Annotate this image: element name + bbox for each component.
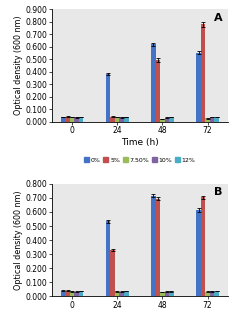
X-axis label: Time (h): Time (h) — [121, 138, 159, 147]
Bar — [214, 291, 219, 296]
Bar — [205, 119, 210, 122]
Y-axis label: Optical density (600 nm): Optical density (600 nm) — [14, 190, 23, 290]
Bar — [160, 119, 165, 122]
Bar — [169, 117, 174, 122]
Bar — [79, 291, 83, 296]
Bar — [70, 291, 74, 296]
Bar — [74, 117, 79, 122]
Bar — [156, 199, 160, 296]
Bar — [201, 24, 205, 122]
Bar — [106, 221, 110, 296]
Bar — [124, 291, 129, 296]
Bar — [124, 117, 129, 122]
Bar — [165, 118, 169, 122]
Bar — [151, 196, 156, 296]
Bar — [214, 117, 219, 122]
Bar — [160, 292, 165, 296]
Bar — [119, 117, 124, 122]
Bar — [169, 291, 174, 296]
Bar — [70, 117, 74, 122]
Bar — [79, 117, 83, 122]
Bar — [115, 291, 119, 296]
Bar — [61, 117, 65, 122]
Bar — [165, 292, 169, 296]
Bar — [74, 292, 79, 296]
Text: A: A — [214, 13, 223, 23]
Bar — [201, 197, 205, 296]
Bar — [210, 291, 214, 296]
Bar — [156, 60, 160, 122]
Bar — [119, 292, 124, 296]
Legend: 0%, 5%, 7.50%, 10%, 12%: 0%, 5%, 7.50%, 10%, 12% — [83, 157, 196, 163]
Bar — [205, 292, 210, 296]
Bar — [106, 74, 110, 122]
Bar — [61, 291, 65, 296]
Y-axis label: Optical density (600 nm): Optical density (600 nm) — [14, 16, 23, 115]
Bar — [65, 291, 70, 296]
Bar — [115, 117, 119, 122]
Bar — [110, 117, 115, 122]
Bar — [110, 250, 115, 296]
Text: B: B — [214, 187, 223, 197]
Bar — [196, 52, 201, 122]
Bar — [151, 44, 156, 122]
Bar — [65, 117, 70, 122]
Bar — [196, 210, 201, 296]
Bar — [210, 117, 214, 122]
